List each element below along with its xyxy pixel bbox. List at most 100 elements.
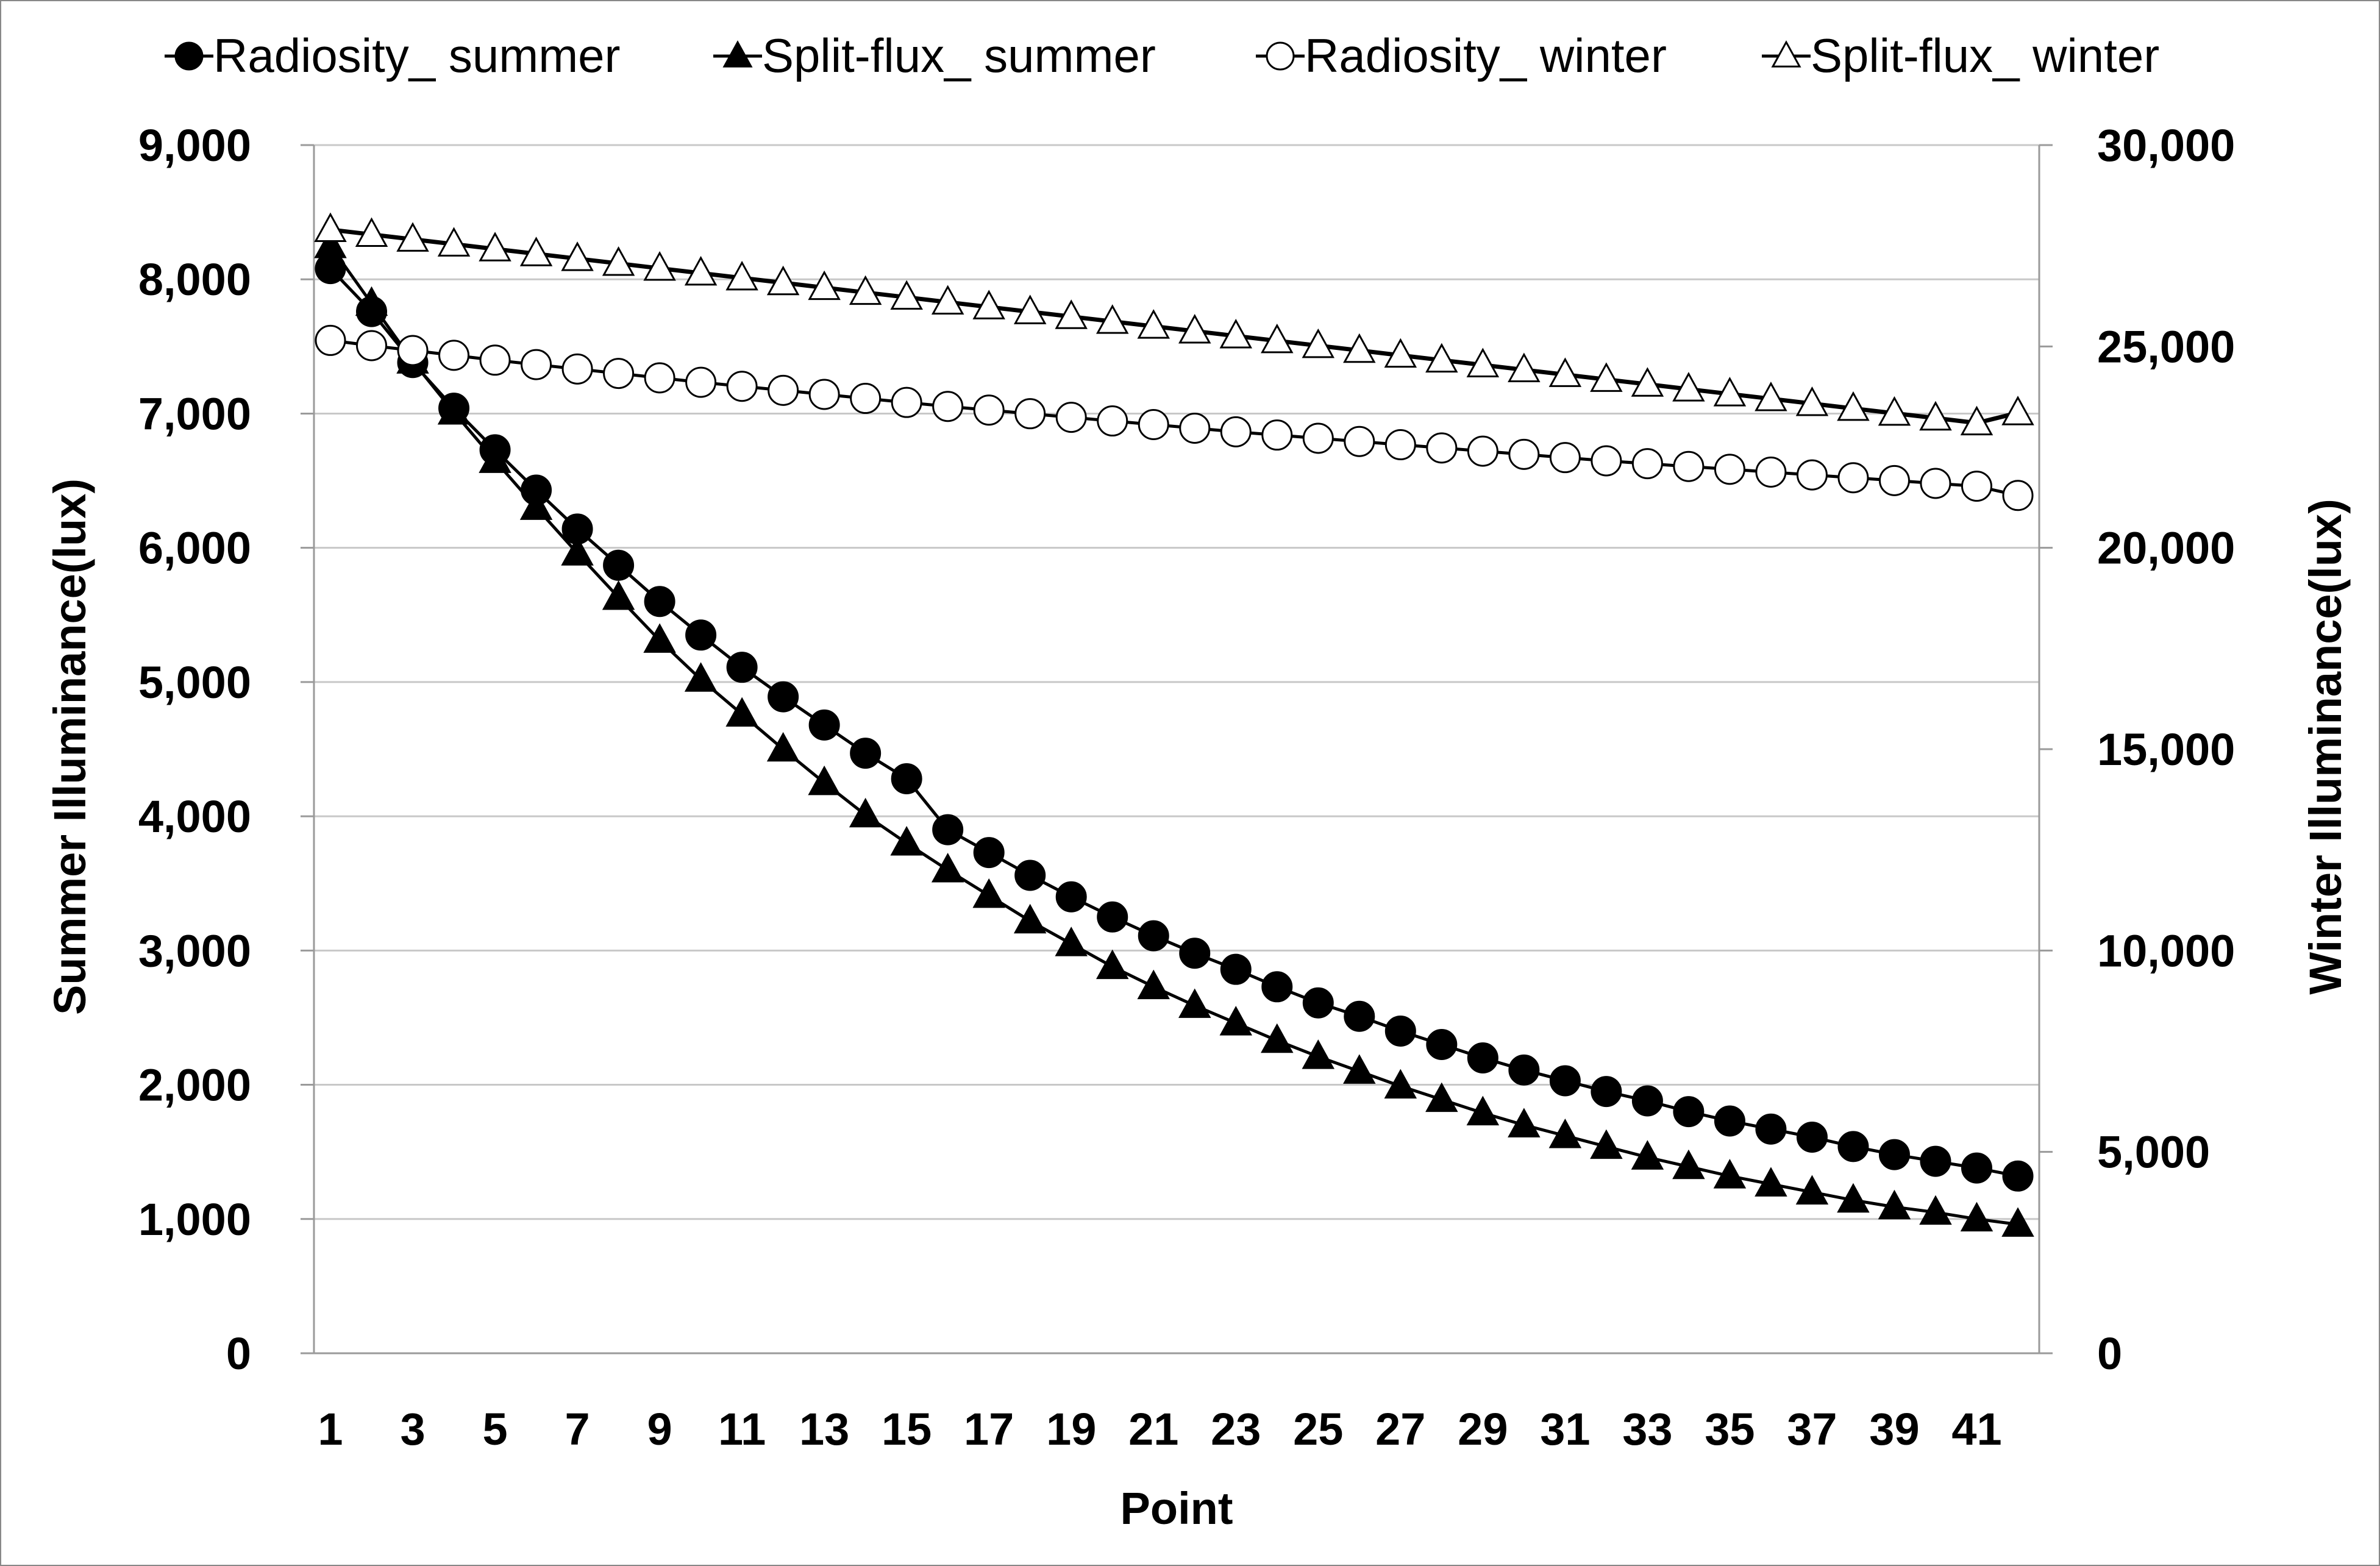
data-point — [849, 275, 882, 305]
legend-marker — [1266, 41, 1295, 71]
legend-marker — [1771, 40, 1801, 68]
data-point — [1961, 471, 1992, 502]
data-point — [1220, 953, 1252, 985]
data-point — [726, 652, 758, 683]
data-point — [438, 340, 470, 371]
data-point — [1961, 1152, 1992, 1184]
data-point — [808, 270, 841, 301]
x-tick-label: 39 — [1869, 1404, 1919, 1454]
data-point — [1343, 1054, 1376, 1084]
data-point — [1467, 435, 1498, 467]
data-point — [1055, 927, 1088, 956]
x-tick-label: 7 — [565, 1404, 590, 1454]
data-point — [1590, 1129, 1623, 1159]
data-point — [1672, 372, 1705, 402]
x-tick-label: 25 — [1293, 1404, 1343, 1454]
data-point — [1714, 454, 1745, 485]
data-point — [1837, 1183, 1870, 1213]
legend-marker — [174, 41, 204, 71]
data-point — [1425, 1082, 1458, 1112]
data-point — [1014, 398, 1046, 430]
data-point — [1755, 456, 1787, 488]
legend-item: Radiosity_ summer — [165, 29, 621, 82]
data-point — [602, 580, 635, 610]
data-point — [1713, 1159, 1747, 1189]
gridlines — [314, 144, 2039, 1220]
data-point — [437, 395, 471, 425]
data-point — [1384, 429, 1416, 461]
data-point — [1548, 1119, 1582, 1148]
data-point — [1755, 1167, 1787, 1197]
y-tick-label: 1,000 — [138, 1194, 251, 1245]
data-point — [1013, 903, 1047, 934]
data-point — [1508, 352, 1541, 382]
data-point — [2001, 1207, 2034, 1237]
data-point — [1055, 881, 1087, 913]
data-point — [644, 362, 675, 394]
data-point — [519, 490, 553, 520]
data-point — [1631, 1085, 1663, 1117]
data-point — [479, 344, 511, 376]
y2-axis-title: Winter Illuminance(lux) — [2300, 499, 2351, 994]
data-point — [684, 662, 718, 692]
data-point — [1673, 1096, 1705, 1128]
data-point — [766, 731, 800, 762]
data-point — [766, 265, 800, 296]
data-point — [355, 286, 388, 316]
data-point — [1302, 987, 1334, 1019]
y-tick-label: 6,000 — [138, 523, 251, 574]
data-point — [931, 285, 964, 315]
data-point — [1179, 938, 1211, 969]
data-point — [2002, 480, 2034, 511]
data-point — [1590, 362, 1623, 392]
data-point — [1631, 448, 1663, 480]
data-point — [890, 825, 923, 856]
y-tick-label: 4,000 — [138, 791, 251, 842]
data-point — [1878, 1189, 1911, 1220]
legend-label: Radiosity_ summer — [213, 29, 621, 82]
data-point — [973, 394, 1005, 426]
x-tick-label: 31 — [1540, 1404, 1590, 1454]
y-tick-label: 2,000 — [138, 1060, 251, 1111]
legend: Radiosity_ summer Split-flux_ summer Radio… — [165, 29, 2159, 82]
x-tick-label: 37 — [1787, 1404, 1837, 1454]
data-point — [1549, 1065, 1581, 1097]
data-point — [1631, 367, 1664, 397]
x-tick-label: 33 — [1622, 1404, 1672, 1454]
data-point — [1219, 1006, 1253, 1036]
data-point — [1920, 468, 1951, 499]
data-point — [603, 549, 635, 581]
y2-tick-label: 15,000 — [2097, 724, 2235, 775]
data-point — [397, 335, 429, 366]
data-point — [849, 797, 882, 828]
data-point — [602, 246, 635, 276]
data-point — [1878, 396, 1911, 426]
x-tick-label: 19 — [1046, 1404, 1096, 1454]
data-point — [1426, 432, 1458, 464]
data-point — [1508, 438, 1540, 470]
data-point — [1878, 1139, 1910, 1170]
data-point — [1548, 357, 1582, 387]
data-point — [1425, 343, 1458, 373]
data-point — [1508, 1054, 1540, 1086]
x-tick-label: 3 — [400, 1404, 425, 1454]
data-point — [1960, 405, 1993, 436]
data-point — [1055, 402, 1087, 433]
data-point — [1672, 1149, 1705, 1180]
data-point — [644, 586, 675, 618]
data-point — [768, 681, 799, 713]
series-2 — [314, 228, 2034, 1237]
data-point — [1179, 412, 1211, 444]
data-point — [314, 212, 347, 243]
legend-marker — [722, 40, 753, 68]
axes — [301, 144, 2053, 1354]
data-point — [1261, 419, 1293, 451]
legend-label: Split-flux_ winter — [1811, 29, 2159, 82]
data-point — [1837, 462, 1869, 494]
data-point — [932, 814, 964, 845]
data-point — [1097, 405, 1128, 437]
data-point — [561, 241, 594, 271]
legend-label: Split-flux_ summer — [762, 29, 1156, 82]
